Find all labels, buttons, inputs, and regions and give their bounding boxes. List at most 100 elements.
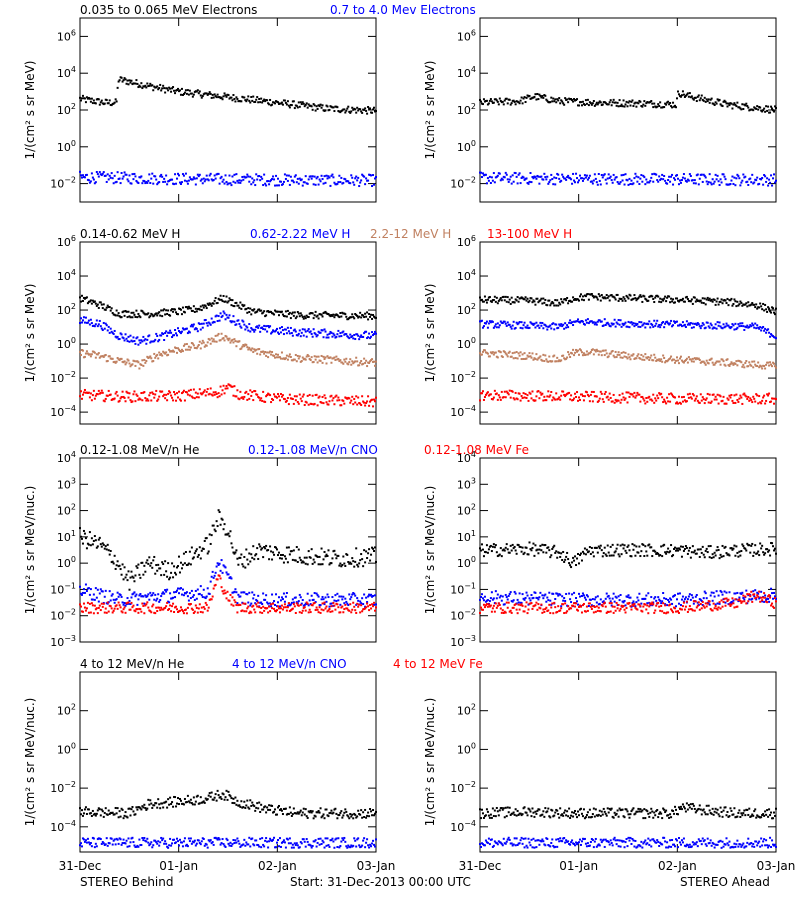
data-point	[222, 95, 225, 98]
data-point	[503, 549, 506, 552]
data-point	[183, 343, 186, 346]
data-point	[107, 178, 110, 181]
data-point	[521, 327, 524, 330]
data-point	[741, 179, 744, 182]
data-point	[593, 349, 596, 352]
data-point	[330, 602, 333, 605]
data-point	[595, 181, 598, 184]
data-point	[375, 176, 377, 179]
data-point	[350, 363, 353, 366]
data-point	[350, 174, 353, 177]
data-point	[601, 103, 604, 106]
data-point	[161, 175, 164, 178]
data-point	[741, 304, 744, 307]
data-point	[357, 396, 360, 399]
data-point	[650, 546, 653, 549]
data-point	[270, 353, 273, 356]
data-point	[164, 332, 167, 335]
data-point	[727, 398, 730, 401]
data-point	[724, 100, 727, 103]
data-point	[252, 545, 255, 548]
data-point	[631, 323, 634, 326]
data-point	[100, 174, 103, 177]
data-point	[128, 362, 131, 365]
data-point	[195, 597, 198, 600]
data-point	[273, 607, 276, 610]
data-point	[199, 610, 202, 613]
data-point	[282, 561, 285, 564]
data-point	[665, 103, 668, 106]
data-point	[504, 546, 507, 549]
data-point	[496, 398, 499, 401]
data-point	[370, 553, 373, 556]
data-point	[488, 320, 491, 323]
data-point	[622, 547, 625, 550]
data-point	[571, 321, 574, 324]
data-point	[80, 97, 83, 100]
data-point	[295, 181, 298, 184]
data-point	[747, 365, 750, 368]
data-point	[132, 592, 135, 595]
data-point	[94, 539, 97, 542]
data-point	[708, 393, 711, 396]
data-point	[365, 330, 368, 333]
data-point	[220, 332, 223, 335]
data-point	[704, 303, 707, 306]
data-point	[84, 537, 87, 540]
data-point	[209, 580, 212, 583]
data-point	[184, 172, 187, 175]
data-point	[750, 303, 753, 306]
data-point	[121, 80, 124, 83]
data-point	[762, 109, 765, 112]
data-point	[595, 395, 598, 398]
data-point	[702, 398, 705, 401]
data-point	[673, 320, 676, 323]
data-point	[167, 353, 170, 356]
data-point	[551, 300, 554, 303]
data-point	[551, 360, 554, 363]
data-point	[294, 353, 297, 356]
data-point	[375, 316, 377, 319]
data-point	[120, 357, 123, 360]
data-point	[677, 183, 680, 186]
data-point	[585, 321, 588, 324]
data-point	[708, 173, 711, 176]
data-point	[214, 297, 217, 300]
data-point	[146, 82, 149, 85]
data-point	[201, 326, 204, 329]
data-point	[721, 327, 724, 330]
data-point	[577, 349, 580, 352]
data-point	[722, 395, 725, 398]
data-point	[323, 394, 326, 397]
data-point	[364, 561, 367, 564]
data-point	[291, 398, 294, 401]
data-point	[689, 322, 692, 325]
data-point	[550, 327, 553, 330]
y-tick-label: 104	[57, 268, 76, 283]
data-point	[138, 84, 141, 87]
data-point	[772, 109, 775, 112]
y-tick-label: 10−2	[450, 176, 476, 191]
data-point	[513, 545, 516, 548]
data-point	[669, 301, 672, 304]
data-point	[737, 304, 740, 307]
data-point	[321, 178, 324, 181]
data-point	[357, 605, 360, 608]
data-point	[301, 395, 304, 398]
data-point	[695, 323, 698, 326]
data-point	[200, 342, 203, 345]
data-point	[686, 92, 689, 95]
data-point	[623, 355, 626, 358]
data-point	[292, 601, 295, 604]
data-point	[205, 174, 208, 177]
data-point	[652, 393, 655, 396]
data-point	[252, 351, 255, 354]
data-point	[119, 606, 122, 609]
data-point	[613, 178, 616, 181]
data-point	[658, 105, 661, 108]
data-point	[259, 179, 262, 182]
data-point	[182, 344, 185, 347]
data-point	[195, 177, 198, 180]
data-point	[231, 385, 234, 388]
data-point	[96, 173, 99, 176]
